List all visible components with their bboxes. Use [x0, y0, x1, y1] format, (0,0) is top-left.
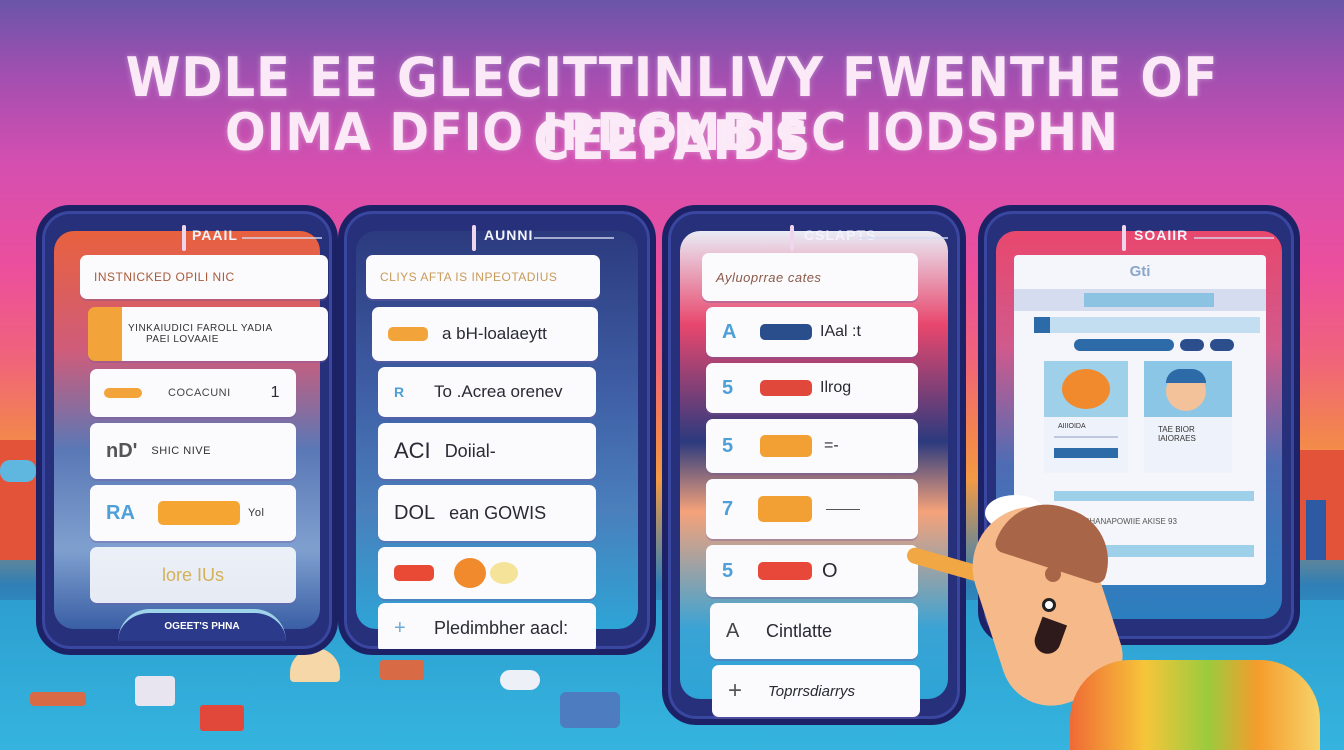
header-card[interactable]: INSTNICKED OPILI NIC: [80, 255, 328, 299]
list-item[interactable]: 5 Ilrog: [706, 363, 918, 413]
list-item[interactable]: lore IUs: [90, 547, 296, 603]
list-item[interactable]: COCACUNI 1: [90, 369, 296, 417]
app-icon: RA: [106, 501, 135, 524]
status-chip: [760, 324, 812, 340]
list-item[interactable]: ACI Doiial-: [378, 423, 596, 479]
character-cheek: [1045, 566, 1061, 582]
app-icon: A: [722, 320, 737, 343]
content-panel: Gti AIIIOIDA TAE BIOR IAIORAES SHANAPOWI…: [1014, 255, 1266, 585]
footer-banner: OGEET'S PHNA: [118, 609, 286, 641]
avatar: [1044, 361, 1128, 417]
app-icon: 5: [722, 559, 734, 582]
list-item[interactable]: RA Yol: [90, 485, 296, 541]
add-item-button[interactable]: + Toprrsdiarrys: [712, 665, 920, 717]
plus-icon: +: [394, 616, 406, 639]
app-icon: nD': [106, 439, 138, 462]
text-line: [826, 508, 860, 510]
device-title: PAAIL: [192, 227, 238, 243]
list-item[interactable]: A IAal :t: [706, 307, 918, 357]
panel-footer-text: SHANAPOWIIE AKISE 93: [1084, 517, 1177, 526]
status-chip: [760, 380, 812, 396]
list-item[interactable]: 5 =-: [706, 419, 918, 473]
avatar: [454, 558, 486, 588]
list-item[interactable]: 7: [706, 479, 918, 539]
character-eye: [1042, 598, 1056, 612]
progress-bar: [158, 501, 240, 525]
device-title: AUNNI: [484, 227, 534, 243]
search-bar[interactable]: [1074, 339, 1174, 351]
app-icon: 5: [722, 376, 734, 399]
toggle[interactable]: [1210, 339, 1234, 351]
profile-card[interactable]: TAE BIOR IAIORAES: [1144, 361, 1232, 473]
background-skyline: [0, 420, 1344, 560]
header-card[interactable]: CLIYS AFTA IS INPEOTADIUS: [366, 255, 600, 299]
add-item-button[interactable]: + Pledimbher aacl:: [378, 603, 596, 649]
notice-card[interactable]: YINKAIUDICI FAROLL YADIA PAEI LOVAAIE: [88, 307, 328, 361]
list-item[interactable]: a bH-loalaeytt: [372, 307, 598, 361]
app-icon: ACI: [394, 438, 431, 463]
app-icon: 7: [722, 497, 734, 520]
status-chip: [104, 388, 142, 398]
status-chip: [388, 327, 428, 341]
app-icon: 5: [722, 434, 734, 457]
device-title: SOAIIR: [1134, 227, 1189, 243]
plus-icon: +: [728, 677, 743, 704]
device-2: AUNNI CLIYS AFTA IS INPEOTADIUS a bH-loa…: [338, 205, 656, 655]
character-scarf: [1070, 660, 1320, 750]
device-title: CSLAPTS: [804, 227, 877, 243]
device-3: CSLAPTS Ayluoprrae cates A IAal :t 5 Ilr…: [662, 205, 966, 725]
list-item[interactable]: DOL ean GOWIS: [378, 485, 596, 541]
headline-line-2: OIMA DFIO IPDCMBIEC IODSPHN: [225, 103, 1119, 163]
profile-card[interactable]: AIIIOIDA: [1044, 361, 1128, 473]
device-1: PAAIL INSTNICKED OPILI NIC YINKAIUDICI F…: [36, 205, 338, 655]
status-chip: [394, 565, 434, 581]
status-chip: [760, 435, 812, 457]
list-item[interactable]: 5 O: [706, 545, 918, 597]
header-card[interactable]: Ayluoprrae cates: [702, 253, 918, 301]
list-item[interactable]: nD' SHIC NIVE: [90, 423, 296, 479]
app-icon: DOL: [394, 501, 436, 524]
app-icon: A: [726, 619, 740, 642]
avatar: [1144, 361, 1232, 417]
panel-heading: Gti: [1129, 263, 1151, 280]
list-item[interactable]: A Cintlatte: [710, 603, 918, 659]
headline-line-1: WDLE EE GLECITTINLIVY FWENTHE OF CEEPAID…: [125, 46, 1219, 172]
list-item[interactable]: [378, 547, 596, 599]
avatar: [490, 562, 518, 584]
app-icon: R: [394, 384, 405, 400]
list-item[interactable]: R To .Acrea orenev: [378, 367, 596, 417]
status-chip: [758, 562, 812, 580]
toggle[interactable]: [1180, 339, 1204, 351]
status-chip: [758, 496, 812, 522]
